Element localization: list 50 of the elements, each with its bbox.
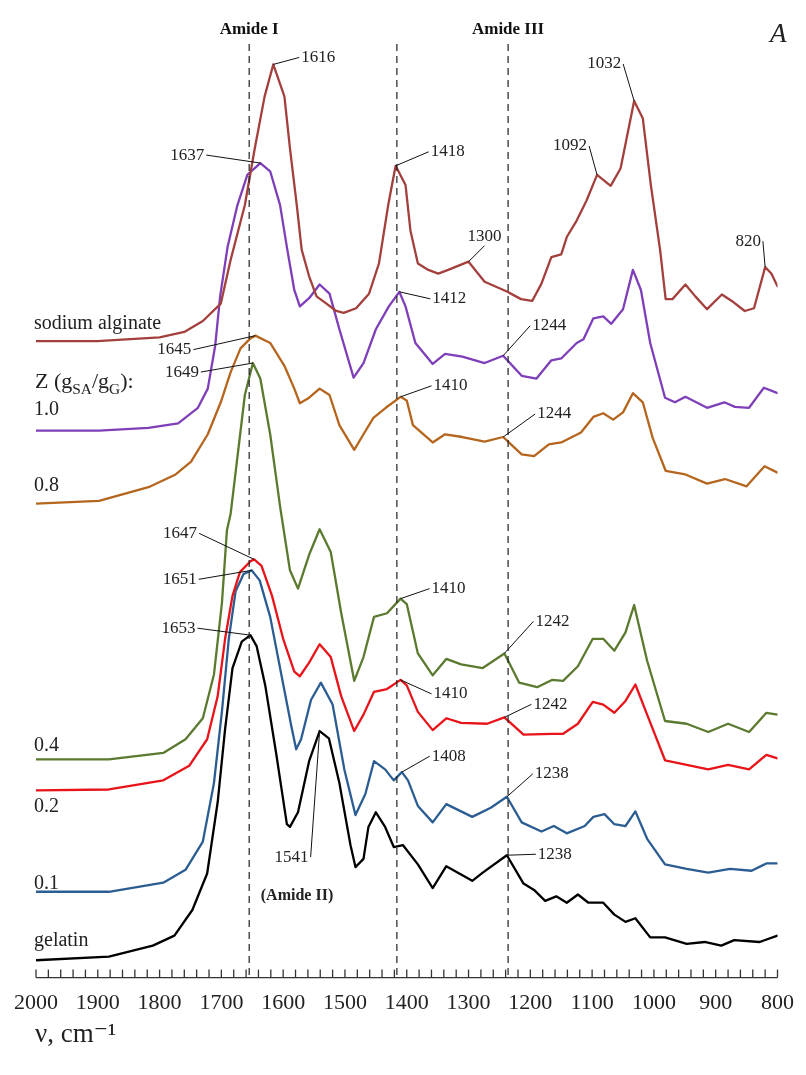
x-tick-label: 1100 xyxy=(570,988,614,1014)
annotation: 1238 xyxy=(534,763,569,783)
x-tick-label: 1500 xyxy=(322,988,367,1014)
annotation: 1244 xyxy=(532,315,567,335)
annotation: 1244 xyxy=(537,403,572,423)
x-tick-label: 1700 xyxy=(199,988,244,1014)
series-label: gelatin xyxy=(34,928,89,952)
ref-line-label: Amide III xyxy=(471,18,545,38)
annotation: 1242 xyxy=(535,610,570,630)
text: A xyxy=(770,18,787,49)
x-axis-title: ν, cm⁻¹ xyxy=(35,1017,117,1048)
annotation: 1238 xyxy=(537,843,572,863)
series-label: 0.4 xyxy=(34,733,59,756)
annotation: 1616 xyxy=(301,46,336,66)
annotation: 1410 xyxy=(431,578,466,598)
annotation: (Amide II) xyxy=(260,886,334,904)
x-tick-label: 1600 xyxy=(261,988,306,1014)
x-tick-label: 2000 xyxy=(14,988,58,1014)
annotation: 1092 xyxy=(553,135,588,155)
x-tick-label: 1400 xyxy=(384,988,429,1014)
annotation: Z (g$_{SA}$/g$_{G}$): xyxy=(35,368,134,398)
series-label: 0.1 xyxy=(34,870,59,893)
x-tick-label: 1900 xyxy=(75,988,120,1014)
annotation: 1637 xyxy=(170,144,205,164)
series-label: 1.0 xyxy=(34,396,59,419)
annotation: 1408 xyxy=(431,745,466,765)
annotation: 1541 xyxy=(274,846,309,866)
annotation: 1032 xyxy=(587,53,622,73)
x-tick-label: 1200 xyxy=(508,988,553,1014)
annotation: 1653 xyxy=(161,617,196,637)
x-tick-label: 800 xyxy=(761,988,794,1014)
x-tick-label: 1800 xyxy=(137,988,182,1014)
annotation: 1651 xyxy=(162,568,197,588)
annotation: 1418 xyxy=(430,141,465,161)
annotation: 1412 xyxy=(432,288,467,308)
annotation: 1649 xyxy=(164,361,199,381)
annotation: 820 xyxy=(735,230,761,250)
series-label: 0.2 xyxy=(34,794,59,817)
ref-line-label: Amide I xyxy=(219,18,280,38)
annotation: 1242 xyxy=(533,693,568,713)
series-label: 0.8 xyxy=(34,472,59,495)
x-tick-label: 1300 xyxy=(446,988,491,1014)
series-label: sodium alginate xyxy=(34,311,162,335)
annotation: 1300 xyxy=(467,226,502,246)
annotation: 1647 xyxy=(163,522,198,542)
x-tick-label: 900 xyxy=(699,988,733,1014)
annotation: 1645 xyxy=(157,339,192,359)
x-tick-label: 1000 xyxy=(631,988,676,1014)
annotation: 1410 xyxy=(433,683,468,703)
annotation: 1410 xyxy=(433,375,468,395)
